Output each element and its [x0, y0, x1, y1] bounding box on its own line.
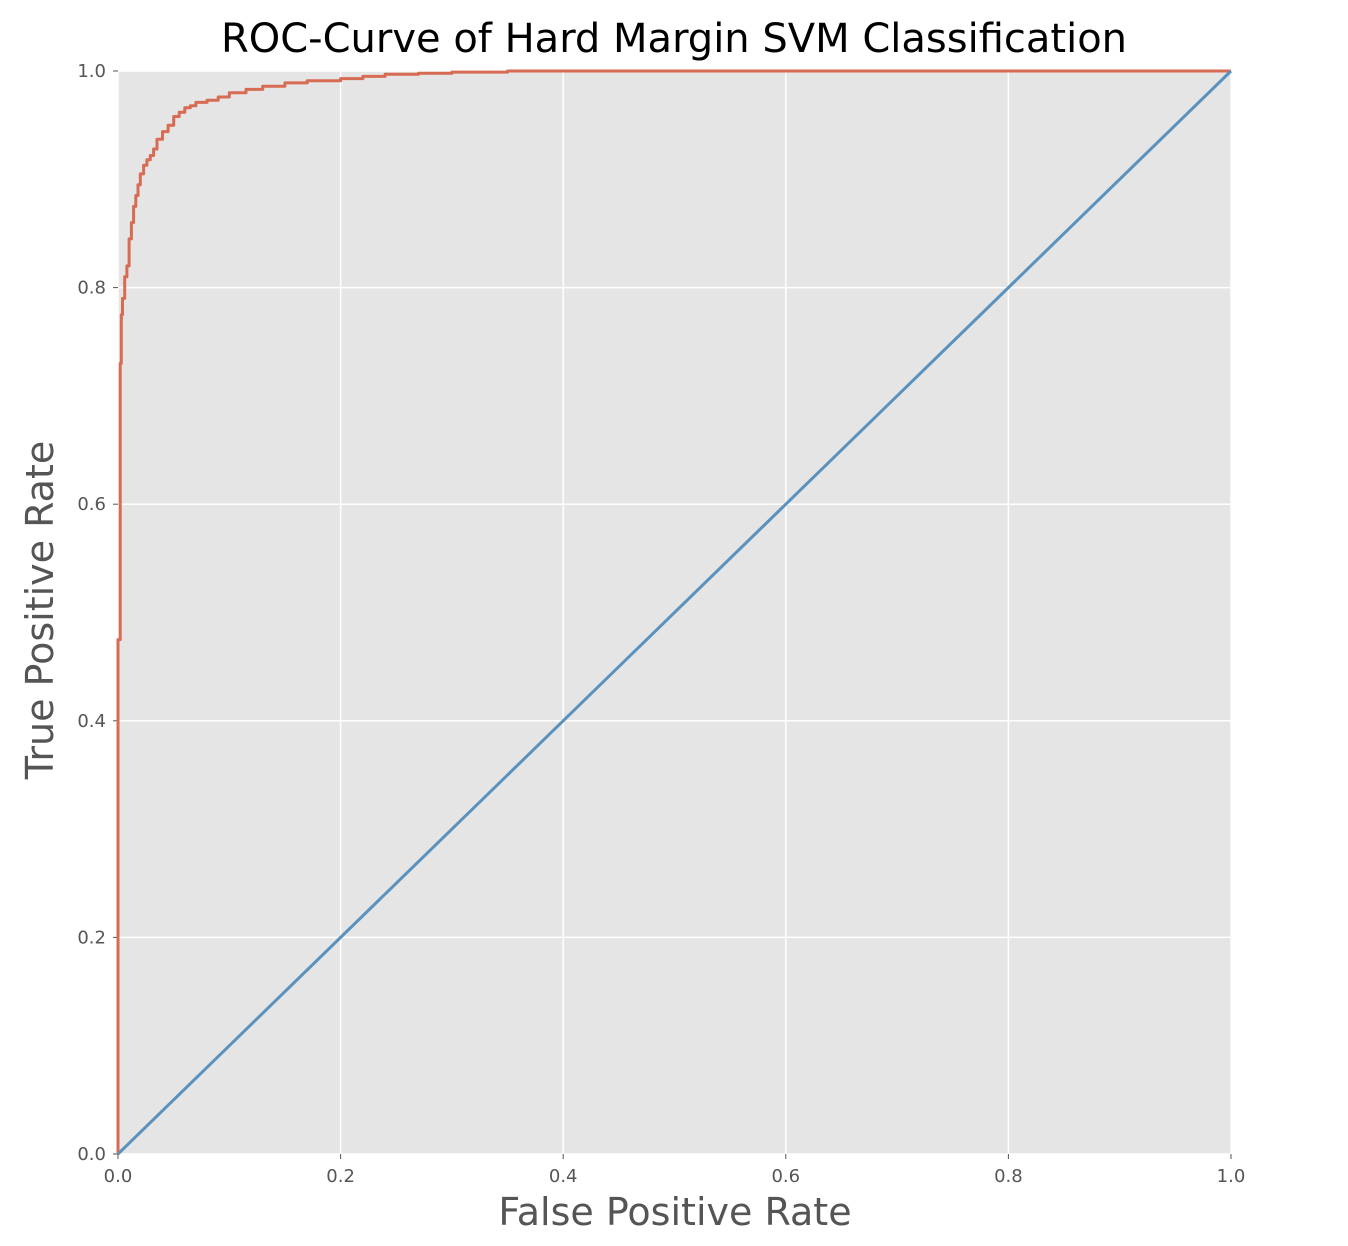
- x-tick-label: 0.4: [549, 1166, 578, 1187]
- y-axis-label: True Positive Rate: [18, 441, 62, 781]
- chart-title: ROC-Curve of Hard Margin SVM Classificat…: [221, 16, 1127, 62]
- y-tick-label: 0.8: [77, 278, 106, 299]
- x-tick-label: 0.6: [771, 1166, 800, 1187]
- x-tick-label: 0.0: [104, 1166, 133, 1187]
- y-tick-label: 0.4: [77, 711, 106, 732]
- x-tick-label: 0.2: [326, 1166, 355, 1187]
- chance-diagonal-line: [116, 69, 1233, 1156]
- y-tick-label: 0.6: [77, 494, 106, 515]
- y-tick-label: 0.2: [77, 927, 106, 948]
- axis-ticks: 0.0 0.2 0.4 0.6 0.8 1.0 0.0 0.2 0.4 0.6 0.8 1.0: [77, 61, 1245, 1187]
- series: [116, 69, 1233, 1156]
- y-tick-label: 0.0: [77, 1144, 106, 1165]
- roc-curve-line: [116, 69, 1231, 1154]
- x-axis-label: False Positive Rate: [498, 1190, 851, 1234]
- grid: [117, 70, 1232, 1155]
- x-tick-label: 1.0: [1217, 1166, 1246, 1187]
- y-tick-label: 1.0: [77, 61, 106, 82]
- x-tick-label: 0.8: [994, 1166, 1023, 1187]
